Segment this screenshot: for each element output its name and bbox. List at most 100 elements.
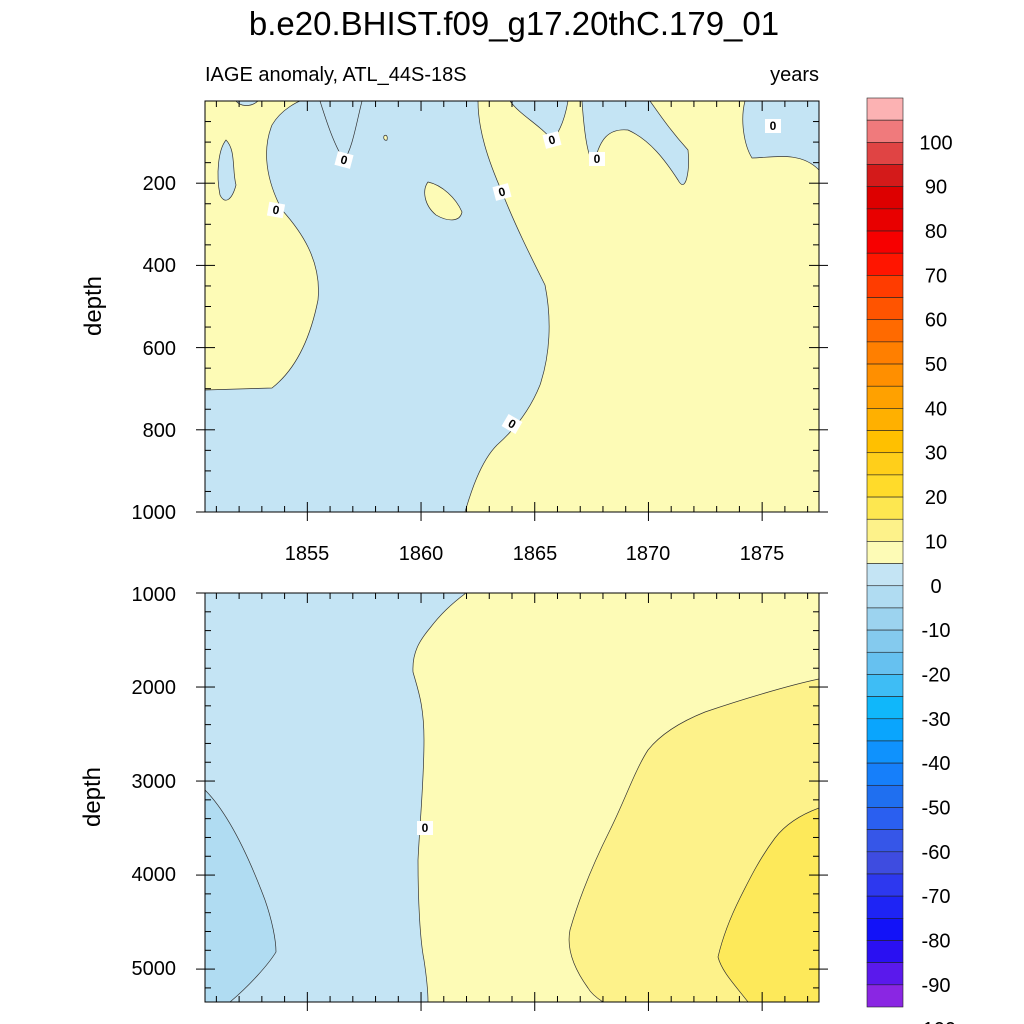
colorbar-box (866, 585, 904, 609)
contour-label: 0 (492, 183, 512, 201)
y-tick-label: 200 (143, 173, 176, 195)
colorbar-box (866, 341, 904, 365)
colorbar-box (866, 208, 904, 232)
colorbar-box (866, 962, 904, 986)
colorbar-label: 0 (930, 576, 941, 598)
colorbar-box (866, 563, 904, 587)
y-tick-label: 800 (143, 420, 176, 442)
colorbar-box (866, 518, 904, 542)
y-tick-label: 5000 (132, 958, 177, 980)
colorbar-label: 40 (925, 398, 947, 420)
y-tick-label: 4000 (132, 864, 177, 886)
y-tick-label: 400 (143, 255, 176, 277)
colorbar-box (866, 230, 904, 254)
colorbar-label: -10 (922, 620, 951, 642)
bottom-negative-region (205, 593, 467, 1002)
contour-label-bg (501, 413, 523, 435)
colorbar-label: -100 (916, 1019, 956, 1024)
top-x-axis (215, 101, 809, 521)
colorbar-box (866, 895, 904, 919)
chart-title: b.e20.BHIST.f09_g17.20thC.179_01 (249, 5, 779, 42)
colorbar-label: 90 (925, 177, 947, 199)
colorbar-box (866, 385, 904, 409)
contour-label: 0 (266, 201, 286, 219)
top-panel: 0 0 0 0 0 0 0 1855 1860 1865 1870 1875 200 400… (80, 100, 828, 565)
top-positive-cell (383, 134, 388, 141)
colorbar-box (866, 430, 904, 454)
x-tick-label: 1865 (513, 543, 558, 565)
top-contour-labels: 0 0 0 0 0 0 0 (266, 119, 781, 435)
units-label: years (770, 64, 819, 86)
bottom-y-axis (196, 592, 828, 989)
colorbar-labels: 1009080706050403020100-10-20-30-40-50-60… (916, 132, 956, 1024)
colorbar (866, 97, 904, 1008)
colorbar-box (866, 408, 904, 431)
contour-label-bg (334, 151, 354, 169)
colorbar-box (866, 807, 904, 830)
colorbar-box (866, 873, 904, 897)
colorbar-label: 100 (919, 132, 952, 154)
contour-label: 0 (501, 413, 523, 435)
chart-subtitle: IAGE anomaly, ATL_44S-18S (205, 64, 467, 86)
colorbar-box (866, 541, 904, 564)
colorbar-box (866, 740, 904, 764)
y-tick-label: 1000 (132, 584, 177, 606)
colorbar-box (866, 142, 904, 165)
top-negative-region-main (205, 101, 550, 512)
colorbar-label: 70 (925, 265, 947, 287)
contour-label-text: 0 (271, 203, 280, 218)
colorbar-box (866, 97, 904, 121)
bottom-x-axis (215, 593, 809, 1011)
contour-label: 0 (417, 821, 433, 835)
colorbar-box (866, 762, 904, 786)
bottom-y-axis-labels: 1000 2000 3000 4000 5000 (132, 584, 177, 980)
contour-label-text: 0 (339, 152, 349, 167)
contour-label-text: 0 (547, 132, 557, 147)
y-tick-label: 600 (143, 338, 176, 360)
bottom-contour-labels: 0 (417, 821, 433, 835)
top-x-axis-labels: 1855 1860 1865 1870 1875 (285, 543, 785, 565)
top-negative-cell (217, 139, 237, 201)
contour-label: 0 (542, 131, 562, 149)
contour-label-bg (589, 152, 605, 166)
top-y-axis-labels: 200 400 600 800 1000 (132, 173, 177, 524)
contour-label: 0 (765, 119, 781, 133)
colorbar-label: -50 (922, 797, 951, 819)
colorbar-box (866, 918, 904, 941)
x-tick-label: 1870 (626, 543, 671, 565)
colorbar-box (866, 829, 904, 853)
top-y-axis-title: depth (80, 276, 107, 336)
colorbar-box (866, 186, 904, 210)
colorbar-box (866, 984, 904, 1008)
colorbar-box (866, 252, 904, 276)
contour-label: 0 (589, 152, 605, 166)
top-positive-cell (424, 181, 463, 221)
contour-label-text: 0 (497, 184, 507, 199)
y-tick-label: 2000 (132, 677, 177, 699)
contour-label-text: 0 (770, 119, 777, 133)
colorbar-box (866, 629, 904, 653)
colorbar-label: -30 (922, 709, 951, 731)
colorbar-box (866, 452, 904, 476)
contour-label-bg (266, 201, 286, 219)
colorbar-label: -80 (922, 930, 951, 952)
colorbar-label: -70 (922, 886, 951, 908)
colorbar-label: -20 (922, 664, 951, 686)
colorbar-box (866, 297, 904, 321)
x-tick-label: 1855 (285, 543, 330, 565)
bottom-panel: 0 1000 2000 3000 4000 5000 depth (79, 584, 828, 1011)
bottom-y-axis-title: depth (79, 767, 106, 827)
colorbar-label: 60 (925, 310, 947, 332)
colorbar-box (866, 164, 904, 187)
colorbar-label: 30 (925, 443, 947, 465)
colorbar-box (866, 940, 904, 963)
y-tick-label: 3000 (132, 771, 177, 793)
colorbar-box (866, 474, 904, 498)
contour-label-bg (417, 821, 433, 835)
contour-label-text: 0 (594, 152, 601, 166)
colorbar-label: 80 (925, 221, 947, 243)
colorbar-box (866, 119, 904, 143)
colorbar-box (866, 363, 904, 387)
top-y-axis (196, 121, 828, 513)
bottom-positive-cell-strong (717, 807, 819, 1002)
